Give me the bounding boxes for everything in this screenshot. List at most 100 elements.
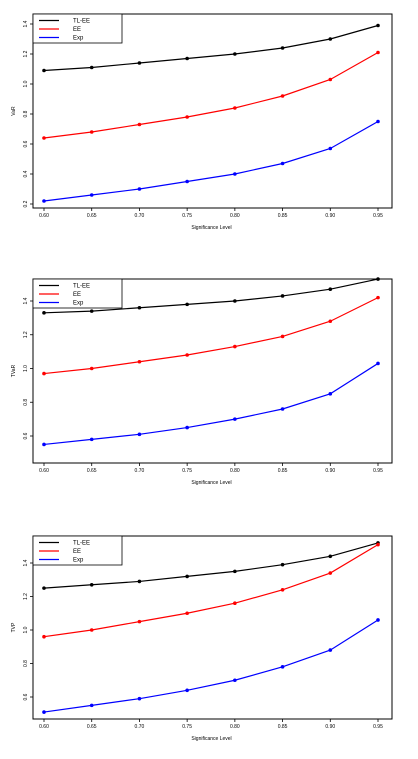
- y-tick-label: 0.6: [23, 432, 29, 439]
- series-line-ee: [43, 51, 379, 139]
- chart-panel-2: 0.60 0.65 0.70 0.75 0.80 0.85 0.90 0.95 0.6 0.8 1.…: [11, 277, 393, 486]
- x-tick-label: 0.65: [87, 213, 97, 219]
- data-point-ee: [328, 571, 333, 575]
- y-tick-label: 0.4: [23, 170, 29, 177]
- legend-label-exp: Exp: [73, 558, 84, 564]
- y-axis-label: TVaR: [11, 364, 17, 377]
- legend-label-ee: EE: [73, 292, 81, 298]
- series-line-tl-ee: [43, 278, 379, 314]
- data-point-ee: [89, 628, 94, 632]
- data-point-ee: [280, 94, 285, 98]
- x-tick-label: 0.95: [373, 468, 383, 474]
- data-point-exp: [376, 361, 380, 366]
- legend-label-tl-ee: TL-EE: [73, 541, 90, 547]
- y-axis-label: VaR: [11, 106, 17, 116]
- y-tick-label: 0.6: [23, 140, 29, 147]
- data-point-tl-ee: [233, 52, 237, 56]
- data-point-exp: [280, 665, 285, 669]
- x-tick-label: 0.85: [278, 724, 288, 730]
- data-point-tl-ee: [328, 287, 333, 291]
- x-tick-label: 0.70: [135, 724, 145, 730]
- data-point-exp: [185, 688, 189, 693]
- data-point-exp: [328, 146, 333, 151]
- x-tick-label: 0.70: [135, 213, 145, 219]
- x-tick-label: 0.60: [39, 468, 49, 474]
- y-tick-label: 1.2: [23, 50, 29, 57]
- data-point-tl-ee: [137, 305, 142, 310]
- x-tick-label: 0.70: [135, 468, 145, 474]
- data-point-tl-ee: [42, 68, 46, 73]
- data-point-ee: [137, 122, 142, 127]
- data-point-ee: [89, 366, 94, 371]
- data-point-ee: [185, 611, 189, 616]
- data-point-tl-ee: [137, 61, 142, 65]
- data-point-ee: [376, 295, 380, 300]
- data-point-exp: [376, 119, 380, 124]
- data-point-ee: [185, 353, 189, 357]
- data-point-tl-ee: [280, 562, 285, 567]
- legend-label-ee: EE: [73, 27, 81, 33]
- data-point-exp: [185, 425, 189, 430]
- data-point-exp: [185, 179, 189, 184]
- x-tick-label: 0.95: [373, 213, 383, 219]
- y-tick-label: 1.4: [23, 297, 29, 304]
- legend-label-ee: EE: [73, 549, 81, 555]
- data-point-ee: [328, 319, 333, 324]
- y-tick-label: 1.4: [23, 559, 29, 566]
- x-tick-label: 0.90: [325, 468, 335, 474]
- x-tick-label: 0.80: [230, 724, 240, 730]
- x-axis-label: Significance Level: [191, 736, 231, 742]
- y-tick-label: 0.8: [23, 399, 29, 406]
- x-tick-label: 0.75: [182, 213, 192, 219]
- x-tick-label: 0.80: [230, 468, 240, 474]
- data-point-exp: [137, 432, 142, 437]
- chart-panel-3: 0.60 0.65 0.70 0.75 0.80 0.85 0.90 0.95 0.6 0.8 1.…: [11, 535, 393, 742]
- plot-frame: [32, 535, 393, 720]
- data-point-ee: [137, 359, 142, 364]
- data-point-tl-ee: [185, 302, 189, 307]
- data-point-exp: [42, 442, 46, 447]
- data-point-exp: [233, 172, 237, 176]
- data-point-exp: [280, 407, 285, 411]
- data-point-ee: [42, 136, 46, 140]
- data-point-tl-ee: [376, 277, 380, 281]
- data-point-tl-ee: [185, 56, 189, 61]
- data-point-tl-ee: [137, 579, 142, 584]
- data-point-ee: [185, 115, 189, 119]
- data-point-exp: [42, 710, 46, 714]
- y-tick-label: 1.2: [23, 331, 29, 338]
- data-point-tl-ee: [233, 569, 237, 574]
- data-point-exp: [137, 187, 142, 191]
- series-line-exp: [43, 619, 379, 713]
- x-axis-label: Significance Level: [191, 225, 231, 231]
- x-tick-label: 0.80: [230, 213, 240, 219]
- legend: TL-EE EE Exp: [32, 535, 123, 566]
- data-point-ee: [233, 601, 237, 605]
- x-tick-label: 0.85: [278, 213, 288, 219]
- legend-label-tl-ee: TL-EE: [73, 284, 90, 290]
- data-point-tl-ee: [376, 23, 380, 28]
- data-point-tl-ee: [233, 299, 237, 303]
- data-point-tl-ee: [280, 46, 285, 50]
- data-point-exp: [89, 437, 94, 442]
- x-tick-label: 0.90: [325, 213, 335, 219]
- y-tick-label: 0.8: [23, 660, 29, 667]
- legend: TL-EE EE Exp: [32, 278, 123, 309]
- x-tick-label: 0.75: [182, 468, 192, 474]
- data-point-exp: [89, 703, 94, 708]
- data-point-ee: [42, 371, 46, 376]
- data-point-exp: [233, 678, 237, 683]
- data-point-exp: [89, 193, 94, 197]
- data-point-exp: [233, 417, 237, 421]
- data-point-tl-ee: [89, 582, 94, 587]
- data-point-tl-ee: [185, 574, 189, 579]
- data-point-tl-ee: [89, 309, 94, 313]
- x-tick-label: 0.65: [87, 724, 97, 730]
- y-tick-label: 1.0: [23, 80, 29, 87]
- data-point-ee: [376, 50, 380, 55]
- series-line-exp: [43, 120, 379, 202]
- y-tick-label: 0.2: [23, 200, 29, 207]
- y-tick-label: 1.0: [23, 626, 29, 633]
- data-point-exp: [42, 199, 46, 203]
